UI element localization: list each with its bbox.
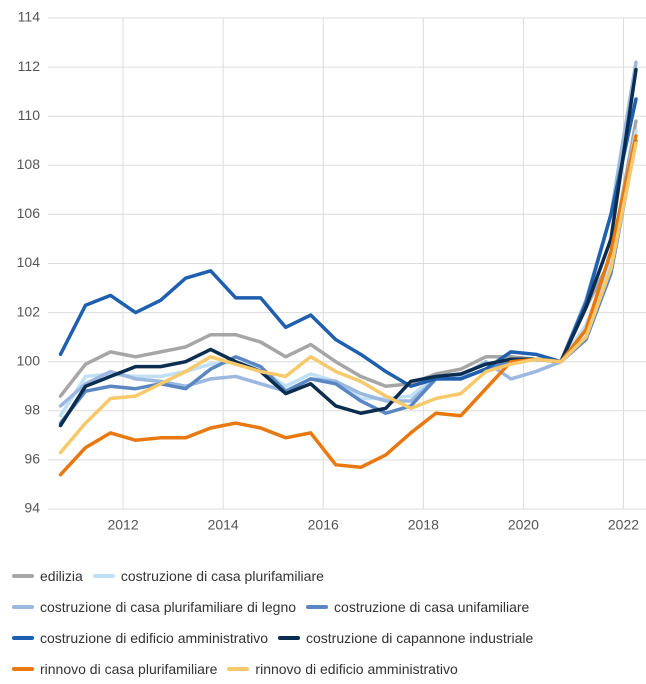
legend-swatch — [277, 635, 300, 640]
x-tick-label: 2016 — [308, 517, 339, 533]
legend-item: rinnovo di edificio amministrativo — [227, 660, 458, 677]
legend-item: rinnovo di casa plurifamiliare — [12, 661, 217, 677]
legend-row: rinnovo di casa plurifamiliare rinnovo di… — [12, 653, 642, 684]
series-line — [58, 119, 638, 398]
legend-row: costruzione di edificio amministrativo co… — [12, 622, 642, 653]
legend-item: costruzione di casa unifamiliare — [306, 599, 529, 615]
legend-item: edilizia — [12, 568, 83, 584]
legend-label: rinnovo di casa plurifamiliare — [40, 660, 218, 677]
legend-swatch — [12, 573, 34, 578]
y-tick-label: 108 — [17, 156, 41, 172]
series-line — [58, 129, 638, 418]
y-tick-label: 100 — [17, 352, 41, 368]
legend-label: costruzione di casa plurifamiliare di le… — [40, 598, 297, 615]
legend-label: rinnovo di edificio amministrativo — [255, 660, 458, 677]
y-tick-label: 114 — [18, 9, 41, 25]
legend-swatch — [306, 604, 329, 609]
legend-swatch — [12, 635, 34, 640]
legend-item: costruzione di capannone industriale — [277, 629, 534, 646]
x-tick-label: 2022 — [608, 517, 639, 533]
legend-swatch — [12, 666, 34, 671]
series-line — [58, 141, 638, 455]
y-tick-label: 102 — [17, 303, 41, 319]
y-tick-label: 96 — [24, 451, 40, 467]
x-tick-label: 2020 — [508, 517, 539, 533]
legend-swatch — [12, 604, 34, 609]
series-line — [58, 60, 638, 408]
legend-label: edilizia — [40, 567, 83, 584]
x-tick-label: 2018 — [408, 517, 439, 533]
legend: edilizia costruzione di casa plurifamilia… — [12, 560, 642, 684]
y-tick-label: 106 — [17, 205, 41, 221]
y-tick-label: 112 — [18, 58, 41, 74]
legend-label: costruzione di casa plurifamiliare — [120, 567, 324, 584]
legend-label: costruzione di casa unifamiliare — [334, 598, 530, 615]
legend-label: costruzione di capannone industriale — [305, 629, 534, 646]
y-tick-label: 94 — [24, 500, 40, 516]
series-line — [58, 97, 638, 388]
legend-swatch — [227, 666, 250, 671]
legend-item: costruzione di casa plurifamiliare — [92, 567, 324, 584]
legend-item: costruzione di edificio amministrativo — [12, 630, 268, 646]
legend-item: costruzione di casa plurifamiliare di le… — [12, 599, 296, 615]
legend-row: edilizia costruzione di casa plurifamilia… — [12, 560, 642, 591]
legend-label: costruzione di edificio amministrativo — [40, 629, 268, 646]
y-tick-label: 98 — [24, 402, 40, 418]
x-tick-label: 2012 — [107, 517, 138, 533]
series-line — [58, 67, 638, 428]
y-tick-label: 104 — [17, 254, 41, 270]
chart: 94 96 98 100 102 104 106 108 110 112 114 2012 2014 20… — [17, 9, 646, 533]
x-tick-label: 2014 — [208, 517, 239, 533]
y-tick-label: 110 — [18, 107, 41, 123]
legend-swatch — [92, 573, 115, 578]
legend-row: costruzione di casa plurifamiliare di le… — [12, 591, 642, 622]
